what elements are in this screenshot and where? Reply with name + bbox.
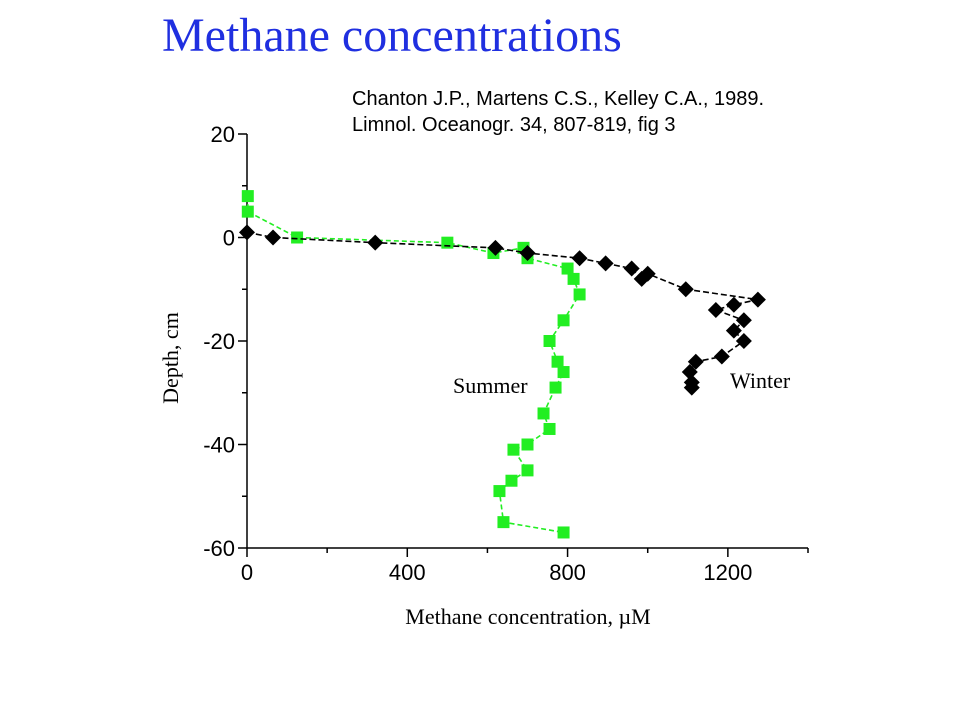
data-point-summer xyxy=(241,205,254,218)
data-point-summer xyxy=(561,262,574,275)
y-tick-label: -60 xyxy=(203,536,235,561)
data-point-winter xyxy=(725,322,742,339)
data-point-summer xyxy=(507,443,520,456)
data-point-summer xyxy=(557,314,570,327)
series-line-summer xyxy=(247,196,581,534)
x-tick-label: 400 xyxy=(389,560,426,585)
data-point-summer xyxy=(505,474,518,487)
data-point-summer xyxy=(543,335,556,347)
y-tick-label: 20 xyxy=(211,122,235,147)
slide-title: Methane concentrations xyxy=(162,9,622,62)
data-point-summer xyxy=(551,355,564,368)
data-point-summer xyxy=(521,438,534,451)
citation-line-1: Chanton J.P., Martens C.S., Kelley C.A.,… xyxy=(352,88,765,110)
data-point-winter xyxy=(687,353,704,370)
data-point-summer xyxy=(557,526,570,539)
data-point-summer xyxy=(441,236,454,249)
data-point-summer xyxy=(537,407,550,420)
data-point-summer xyxy=(573,288,586,301)
x-tick-label: 1200 xyxy=(703,560,752,585)
data-point-summer xyxy=(493,485,506,498)
chart-axes xyxy=(246,134,808,549)
citation: Chanton J.P., Martens C.S., Kelley C.A.,… xyxy=(352,86,764,138)
data-point-winter xyxy=(735,333,752,349)
data-point-winter xyxy=(571,250,588,267)
data-point-winter xyxy=(239,224,255,241)
data-point-summer xyxy=(241,190,254,203)
data-point-winter xyxy=(597,255,614,272)
data-point-summer xyxy=(291,231,304,244)
data-point-summer xyxy=(497,516,510,529)
data-point-summer xyxy=(521,464,534,477)
data-point-winter xyxy=(725,296,742,313)
data-point-winter xyxy=(487,239,504,256)
data-point-winter xyxy=(367,234,384,251)
data-point-winter xyxy=(749,291,766,308)
data-point-winter xyxy=(683,379,700,396)
data-point-winter xyxy=(519,245,536,262)
data-point-winter xyxy=(735,312,752,329)
y-tick-label: 0 xyxy=(223,226,235,251)
x-tick-label: 0 xyxy=(241,560,253,585)
series-label-winter: Winter xyxy=(730,368,791,393)
data-point-summer xyxy=(567,272,580,285)
chart-series xyxy=(239,190,766,539)
x-tick-label: 800 xyxy=(549,560,586,585)
y-tick-label: -40 xyxy=(203,433,235,458)
data-point-winter xyxy=(707,301,724,318)
data-point-winter xyxy=(681,364,698,381)
data-point-winter xyxy=(639,265,656,282)
data-point-summer xyxy=(543,422,556,435)
data-point-summer xyxy=(549,381,562,394)
y-axis-title: Depth, cm xyxy=(158,312,183,404)
y-tick-label: -20 xyxy=(203,329,235,354)
data-point-winter xyxy=(677,281,694,298)
data-point-winter xyxy=(713,348,730,365)
series-label-summer: Summer xyxy=(453,373,528,398)
chart-ticks: 200-20-40-600 400 800 1200 xyxy=(203,122,809,585)
x-axis-title: Methane concentration, µM xyxy=(405,604,650,629)
citation-line-2: Limnol. Oceanogr. 34, 807-819, fig 3 xyxy=(352,114,676,136)
data-point-winter xyxy=(265,229,282,246)
data-point-winter xyxy=(623,260,640,277)
series-line-winter xyxy=(246,231,759,388)
data-point-summer xyxy=(557,366,570,379)
